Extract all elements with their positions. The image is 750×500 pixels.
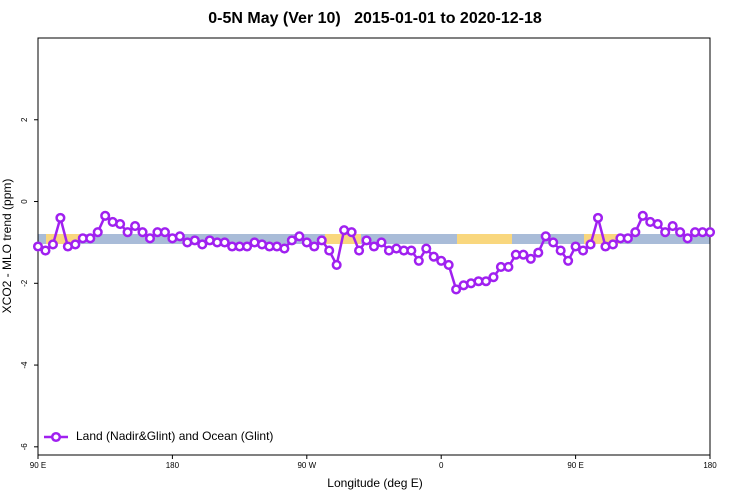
point: [570, 241, 581, 252]
x-tick-label: 90 W: [297, 461, 316, 470]
x-tick-label: 90 E: [30, 461, 46, 470]
land-band: [457, 234, 512, 244]
point: [675, 227, 686, 238]
point: [331, 259, 342, 270]
legend-marker: [50, 431, 62, 443]
point: [428, 251, 439, 262]
point: [100, 210, 111, 221]
point: [130, 221, 141, 232]
y-tick-label: -4: [20, 361, 29, 369]
land-band: [584, 234, 620, 244]
point: [406, 245, 417, 256]
point: [443, 259, 454, 270]
x-axis-label: Longitude (deg E): [327, 476, 422, 490]
point: [301, 237, 312, 248]
point: [436, 255, 447, 266]
point: [667, 221, 678, 232]
point: [480, 276, 492, 287]
y-tick-label: -2: [20, 279, 29, 287]
point: [622, 233, 633, 244]
point: [159, 227, 170, 238]
point: [122, 227, 133, 238]
x-tick-label: 180: [166, 461, 180, 470]
y-tick-label: -6: [20, 443, 29, 451]
point: [421, 243, 432, 254]
ocean-band: [38, 234, 710, 244]
point: [324, 245, 335, 256]
point: [585, 239, 596, 250]
y-tick-label: 0: [20, 199, 29, 204]
point: [704, 227, 716, 238]
point: [518, 249, 529, 260]
point: [40, 245, 51, 256]
point: [242, 241, 253, 252]
point: [197, 239, 208, 250]
point: [32, 241, 44, 252]
point: [92, 227, 103, 238]
point: [286, 235, 297, 246]
chart-title: 0-5N May (Ver 10) 2015-01-01 to 2020-12-…: [208, 10, 542, 27]
point: [354, 245, 365, 256]
point: [219, 237, 230, 248]
y-axis-label: XCO2 - MLO trend (ppm): [0, 179, 14, 314]
point: [563, 255, 574, 266]
point: [47, 239, 58, 250]
point: [413, 255, 424, 266]
point: [652, 218, 663, 230]
point: [488, 272, 499, 283]
point: [525, 253, 536, 264]
point: [137, 227, 148, 238]
point: [189, 235, 200, 246]
point: [682, 233, 693, 244]
point: [607, 239, 618, 250]
point: [368, 241, 380, 252]
point: [174, 231, 185, 242]
point: [548, 237, 559, 248]
point: [346, 227, 357, 238]
point: [85, 233, 96, 244]
point: [115, 218, 126, 230]
x-tick-label: 180: [703, 461, 717, 470]
x-tick-label: 0: [439, 461, 444, 470]
point: [540, 231, 551, 242]
point: [309, 241, 320, 252]
point: [503, 261, 514, 272]
point: [660, 227, 671, 238]
land-band: [46, 234, 80, 244]
x-tick-label: 90 E: [567, 461, 583, 470]
point: [279, 243, 290, 254]
point: [555, 245, 566, 256]
legend-label: Land (Nadir&Glint) and Ocean (Glint): [76, 429, 273, 443]
point: [144, 233, 156, 244]
point: [55, 212, 66, 223]
point: [294, 231, 305, 242]
point: [451, 284, 462, 295]
point: [70, 239, 81, 250]
point: [637, 210, 648, 221]
point: [578, 245, 589, 256]
point: [376, 237, 387, 248]
y-tick-label: 2: [20, 117, 29, 122]
point: [316, 235, 327, 246]
point: [630, 227, 641, 238]
point: [592, 212, 604, 223]
point: [361, 235, 372, 246]
point: [533, 247, 544, 258]
